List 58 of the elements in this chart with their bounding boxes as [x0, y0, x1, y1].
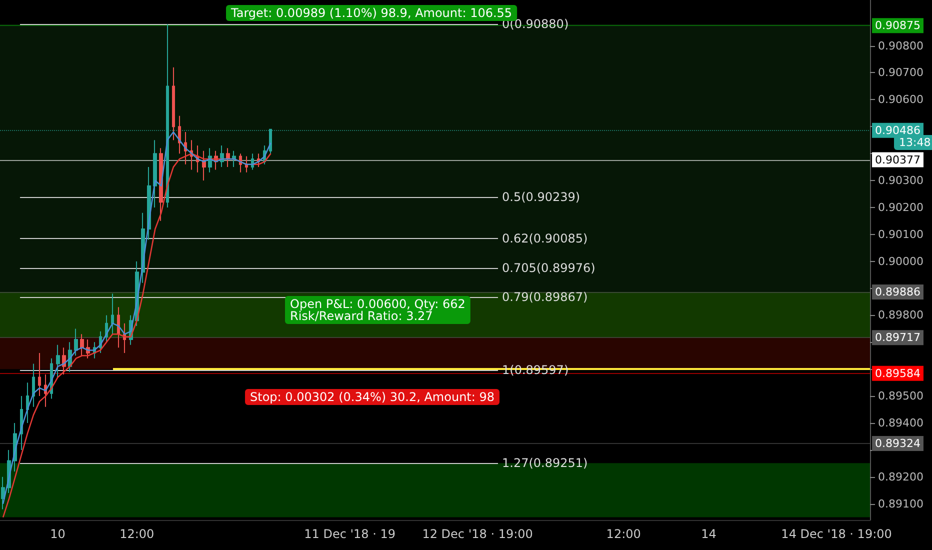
- candlestick: [172, 66, 175, 141]
- x-tick-label: 14: [701, 527, 716, 541]
- candlestick: [232, 150, 236, 168]
- candlestick: [38, 352, 41, 397]
- annotation: Stop: 0.00302 (0.34%) 30.2, Amount: 98: [250, 390, 495, 404]
- candlestick: [117, 306, 120, 348]
- ref-line-label: 0.89584: [875, 366, 920, 380]
- x-tick-label: 12:00: [606, 527, 641, 541]
- text: 13:48: [899, 136, 931, 149]
- ref-line-label: 0.89886: [875, 286, 920, 299]
- candlestick: [166, 24, 169, 208]
- candlestick: [80, 334, 84, 356]
- x-tick-label: 11 Dec '18 · 19: [304, 527, 396, 541]
- y-tick-label: 0.90000: [878, 254, 924, 268]
- candlestick: [202, 150, 206, 182]
- candlestick: [208, 148, 212, 173]
- annotation: Open P&L: 0.00600, Qty: 662 Risk/Reward Ratio: 3.27: [290, 297, 466, 323]
- candlestick: [159, 148, 163, 222]
- y-tick-label: 0.90300: [878, 174, 924, 188]
- x-tick-label: 10: [50, 527, 66, 541]
- ref-line-label: 0.89324: [875, 436, 920, 450]
- ref-line-label: 0.90377: [875, 153, 920, 166]
- annotation: Target: 0.00989 (1.10%) 98.9, Amount: 106.55: [230, 6, 512, 20]
- candlestick: [245, 156, 248, 173]
- y-tick-label: 0.90100: [878, 228, 924, 241]
- candlestick: [32, 363, 35, 408]
- ref-line-label: 0.90486: [875, 124, 920, 137]
- candlestick: [269, 128, 272, 154]
- ref-line-label: 0.705(0.89976): [502, 260, 596, 275]
- y-tick-label: 0.90800: [878, 39, 924, 52]
- ref-line-label: 0(0.90880): [502, 17, 569, 32]
- candlestick: [153, 140, 157, 208]
- ref-line-label: 0.89717: [875, 331, 920, 344]
- x-tick-label: 12:00: [120, 527, 154, 541]
- candlestick: [74, 328, 78, 356]
- x-tick-label: 12 Dec '18 · 19:00: [422, 527, 533, 541]
- y-tick-label: 0.90600: [878, 93, 924, 106]
- ref-line-label: 0.79(0.89867): [502, 290, 588, 304]
- ref-line-label: 0.90875: [875, 19, 920, 32]
- candlestick: [184, 132, 187, 165]
- candlestick: [26, 382, 29, 424]
- y-tick-label: 0.89400: [878, 416, 924, 430]
- ref-line-label: 0.5(0.90239): [502, 190, 580, 204]
- candlestick: [56, 344, 60, 378]
- candlestick: [44, 374, 47, 408]
- y-tick-label: 0.89800: [878, 308, 924, 322]
- candlestick: [111, 293, 114, 335]
- y-tick-label: 0.89200: [878, 470, 924, 484]
- y-tick-label: 0.89100: [878, 497, 924, 510]
- y-tick-label: 0.90200: [878, 200, 924, 214]
- y-tick-label: 0.89500: [878, 390, 924, 403]
- y-tick-label: 0.90700: [878, 66, 924, 80]
- x-tick-label: 14 Dec '18 · 19:00: [781, 527, 892, 541]
- candlestick: [226, 148, 230, 168]
- ref-line-label: 1.27(0.89251): [502, 456, 588, 470]
- ref-line-label: 0.62(0.90085): [502, 231, 588, 246]
- candlestick: [1, 476, 5, 510]
- candlestick: [178, 115, 181, 154]
